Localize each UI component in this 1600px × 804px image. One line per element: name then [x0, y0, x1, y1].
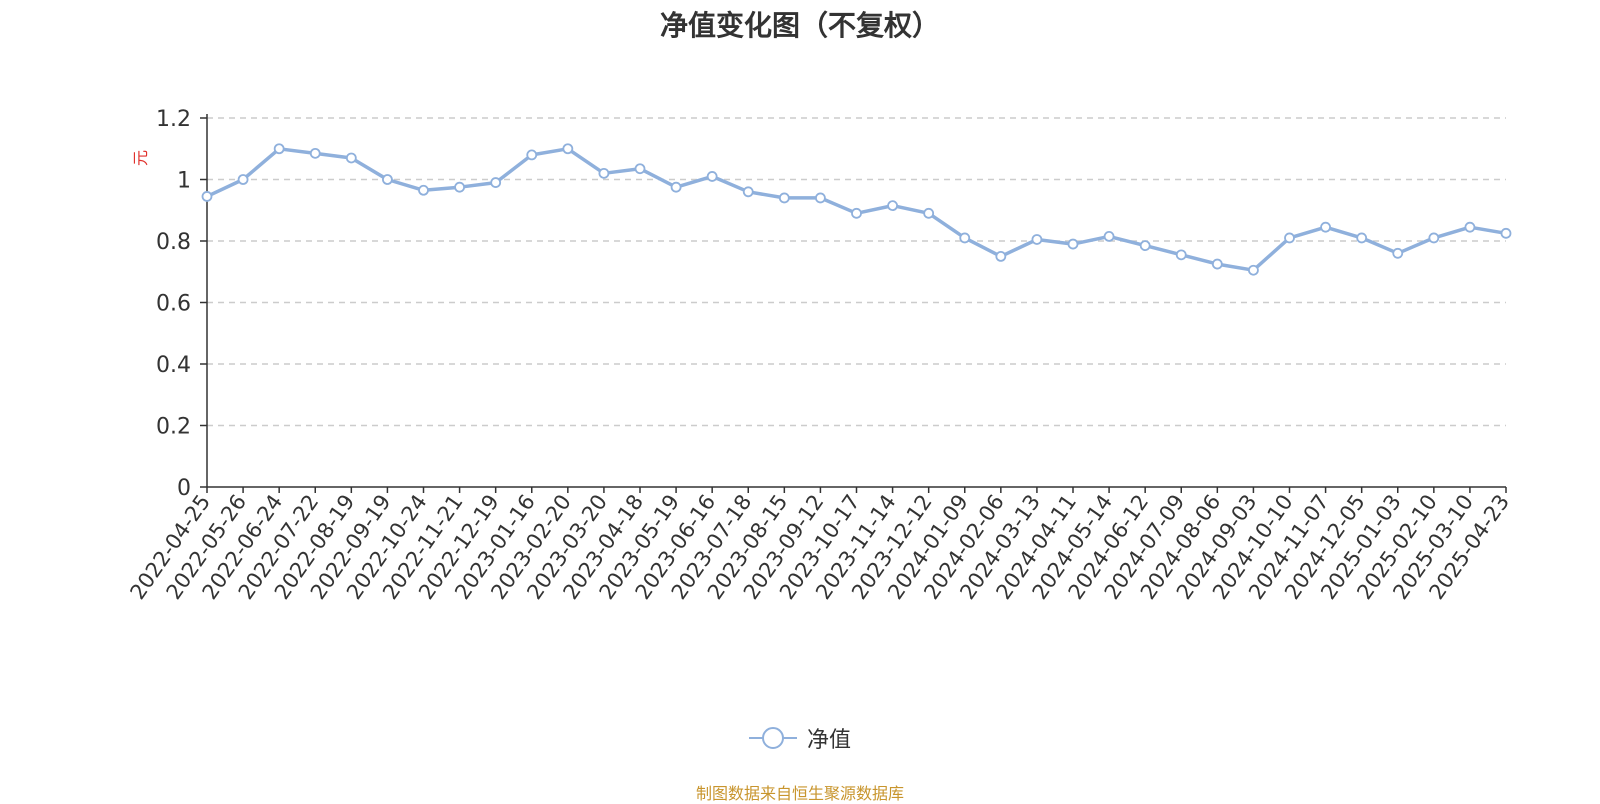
- data-point: [1211, 258, 1223, 270]
- y-tick-label: 0.6: [156, 292, 191, 317]
- legend-label: 净值: [806, 728, 851, 753]
- data-point: [851, 207, 862, 219]
- data-point: [1284, 232, 1295, 244]
- data-point: [1031, 234, 1043, 245]
- chart-title: 净值变化图（不复权）: [659, 9, 940, 42]
- data-point: [526, 149, 538, 161]
- data-point: [345, 152, 357, 164]
- data-point: [562, 143, 574, 155]
- y-tick-label: 0.4: [156, 353, 191, 378]
- data-point: [1320, 221, 1331, 233]
- data-point: [778, 192, 790, 204]
- data-point: [995, 250, 1007, 262]
- data-point: [1067, 238, 1079, 250]
- data-point: [1175, 249, 1187, 261]
- data-point: [1428, 232, 1440, 244]
- y-tick-label: 0.2: [156, 415, 191, 440]
- y-tick-label: 1.2: [156, 107, 191, 132]
- data-point: [382, 174, 393, 185]
- data-point: [670, 181, 682, 193]
- data-point: [1103, 230, 1115, 242]
- data-point: [598, 167, 610, 179]
- data-point: [959, 232, 971, 244]
- data-point: [815, 192, 826, 204]
- data-point: [1500, 227, 1512, 239]
- data-point: [273, 143, 285, 155]
- data-point: [1464, 221, 1476, 233]
- data-point: [1248, 264, 1259, 276]
- data-point: [418, 184, 429, 196]
- data-point: [1392, 247, 1404, 259]
- data-point: [201, 191, 213, 202]
- data-source-note: 制图数据来自恒生聚源数据库: [695, 784, 904, 803]
- y-tick-label: 1: [177, 169, 191, 194]
- y-tick-label: 0: [177, 476, 191, 501]
- data-point: [887, 200, 898, 212]
- y-axis-unit-label: 元: [131, 150, 150, 166]
- data-point: [742, 186, 754, 198]
- legend-marker-icon: [748, 726, 797, 750]
- data-point: [634, 163, 646, 175]
- data-point: [454, 181, 465, 193]
- data-point: [237, 174, 249, 185]
- data-point: [706, 171, 718, 182]
- legend[interactable]: 净值: [0, 722, 1600, 754]
- data-point: [1356, 232, 1368, 244]
- y-tick-label: 0.8: [156, 230, 191, 255]
- data-point: [309, 147, 321, 159]
- data-point: [1139, 240, 1151, 252]
- data-point: [490, 177, 502, 188]
- data-point: [923, 207, 935, 219]
